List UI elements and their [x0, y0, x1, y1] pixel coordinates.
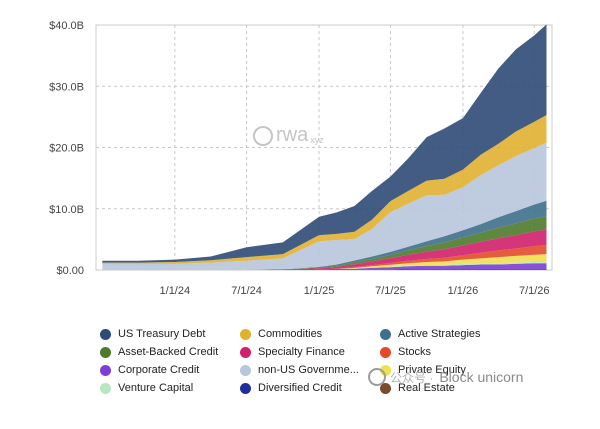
- x-tick-label: 1/1/25: [304, 285, 335, 297]
- x-axis-ticks: 1/1/24 7/1/24 1/1/25 7/1/25 1/1/26 7/1/26: [160, 285, 550, 297]
- legend-swatch: [100, 382, 111, 394]
- rwa-watermark: rwa xyz: [253, 124, 324, 147]
- rwa-watermark-text: rwa: [276, 124, 309, 146]
- legend-item-non-us-governme[interactable]: non-US Governme...: [240, 362, 380, 378]
- y-tick-label: $40.0B: [49, 20, 84, 32]
- legend-label: Asset-Backed Credit: [118, 346, 219, 358]
- legend-item-real-estate[interactable]: Real Estate: [380, 380, 570, 396]
- legend-label: Corporate Credit: [118, 364, 200, 376]
- y-tick-label: $30.0B: [49, 81, 84, 93]
- area-diversified-credit: [102, 269, 547, 270]
- brand-name: Block unicorn: [439, 369, 524, 385]
- legend-swatch: [240, 328, 251, 340]
- chart-legend: US Treasury Debt Commodities Active Strate…: [100, 326, 600, 396]
- area-non-us-government-debt: [102, 142, 547, 270]
- x-tick-label: 7/1/24: [231, 285, 262, 297]
- legend-swatch: [380, 328, 391, 340]
- legend-item-stocks[interactable]: Stocks: [380, 344, 570, 360]
- y-tick-label: $0.00: [56, 265, 84, 277]
- x-tick-label: 1/1/24: [160, 285, 191, 297]
- legend-label: non-US Governme...: [258, 364, 359, 376]
- wechat-logo-icon: [368, 368, 386, 386]
- legend-item-specialty-finance[interactable]: Specialty Finance: [240, 344, 380, 360]
- legend-swatch: [100, 364, 111, 376]
- legend-item-corporate-credit[interactable]: Corporate Credit: [100, 362, 240, 378]
- legend-swatch: [100, 346, 111, 358]
- legend-swatch: [380, 346, 391, 358]
- x-tick-label: 1/1/26: [448, 285, 479, 297]
- legend-swatch: [380, 364, 391, 376]
- block-unicorn-watermark: 公众号 · Block unicorn: [368, 368, 523, 386]
- legend-item-private-equity[interactable]: Private Equity: [380, 362, 570, 378]
- y-tick-label: $10.0B: [49, 204, 84, 216]
- legend-item-venture-capital[interactable]: Venture Capital: [100, 380, 240, 396]
- legend-label: Private Equity: [398, 364, 466, 376]
- legend-label: US Treasury Debt: [118, 328, 206, 340]
- legend-swatch: [240, 346, 251, 358]
- stacked-area-chart: $0.00 $10.0B $20.0B $30.0B $40.0B 1/1/24 7/1/…: [49, 20, 553, 297]
- legend-item-us-treasury-debt[interactable]: US Treasury Debt: [100, 326, 240, 342]
- legend-label: Real Estate: [398, 382, 455, 394]
- area-private-equity: [102, 254, 547, 270]
- legend-label: Diversified Credit: [258, 382, 342, 394]
- area-us-treasury-debt: [102, 24, 547, 263]
- wechat-label: 公众号 ·: [390, 370, 434, 385]
- legend-item-asset-backed-credit[interactable]: Asset-Backed Credit: [100, 344, 240, 360]
- legend-label: Active Strategies: [398, 328, 481, 340]
- rwa-watermark-suffix: xyz: [310, 134, 324, 145]
- legend-item-active-strategies[interactable]: Active Strategies: [380, 326, 570, 342]
- chart-areas: [102, 24, 547, 270]
- legend-swatch: [100, 328, 111, 340]
- area-corporate-credit: [102, 263, 547, 270]
- legend-label: Stocks: [398, 346, 432, 358]
- legend-label: Specialty Finance: [258, 346, 345, 358]
- x-tick-label: 7/1/26: [519, 285, 550, 297]
- legend-swatch: [240, 364, 251, 376]
- legend-item-diversified-credit[interactable]: Diversified Credit: [240, 380, 380, 396]
- legend-label: Commodities: [258, 328, 323, 340]
- legend-swatch: [240, 382, 251, 394]
- area-active-strategies: [102, 200, 547, 270]
- legend-item-commodities[interactable]: Commodities: [240, 326, 380, 342]
- y-axis-ticks: $0.00 $10.0B $20.0B $30.0B $40.0B: [49, 20, 84, 277]
- area-asset-backed-credit: [102, 216, 547, 270]
- x-tick-label: 7/1/25: [375, 285, 406, 297]
- area-specialty-finance: [102, 229, 547, 270]
- legend-label: Venture Capital: [118, 382, 194, 394]
- rwa-watermark-icon: [253, 125, 273, 146]
- area-stocks: [102, 244, 547, 270]
- legend-swatch: [380, 382, 391, 394]
- y-tick-label: $20.0B: [49, 143, 84, 155]
